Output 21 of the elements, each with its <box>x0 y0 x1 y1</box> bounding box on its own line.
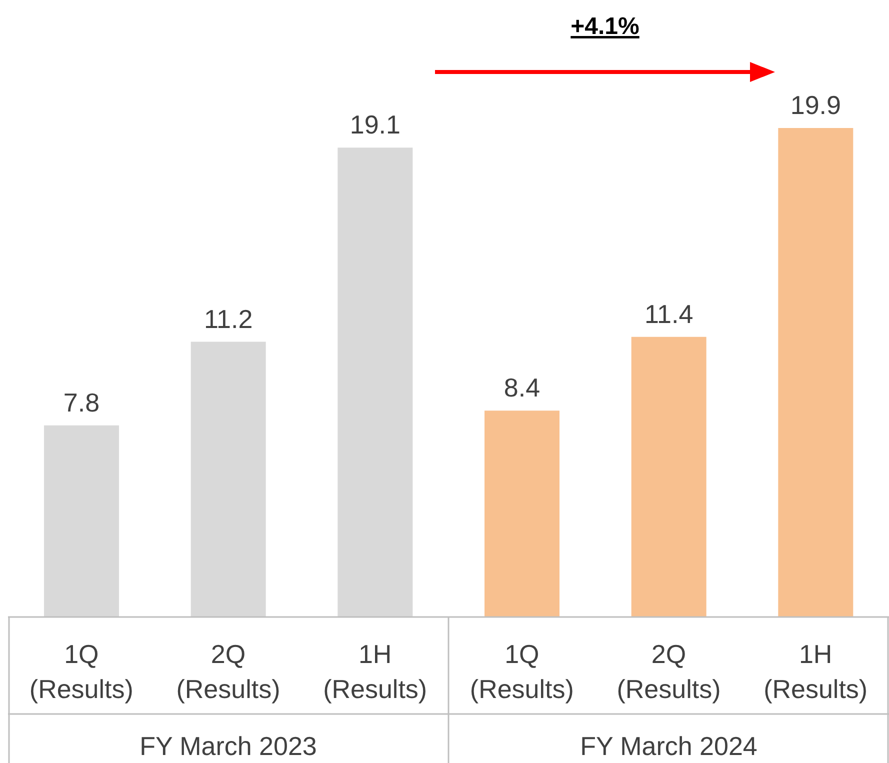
text: FY March 2023 <box>140 731 317 761</box>
bar <box>44 425 119 617</box>
data-label: 7.8 <box>63 387 100 418</box>
bar <box>338 148 413 617</box>
bar <box>778 128 854 617</box>
x-tick-label: 1Q (Results) <box>29 639 134 704</box>
bar <box>631 336 706 617</box>
bar <box>484 410 560 617</box>
data-label: 19.1 <box>350 110 400 140</box>
data-label: 11.2 <box>204 304 253 334</box>
text: FY March 2024 <box>580 731 758 761</box>
x-tick-label: 1H (Results) <box>323 639 428 704</box>
x-tick-label: 1H (Results) <box>764 639 868 704</box>
data-label: 19.9 <box>790 90 841 120</box>
data-label: 8.4 <box>504 372 540 403</box>
data-label: 11.4 <box>644 298 694 329</box>
bar <box>190 342 266 617</box>
x-tick-label: 2Q (Results) <box>176 639 280 704</box>
text: +4.1% <box>570 13 640 40</box>
x-tick-label: 2Q (Results) <box>616 639 721 704</box>
x-tick-label: 1Q (Results) <box>470 639 574 704</box>
